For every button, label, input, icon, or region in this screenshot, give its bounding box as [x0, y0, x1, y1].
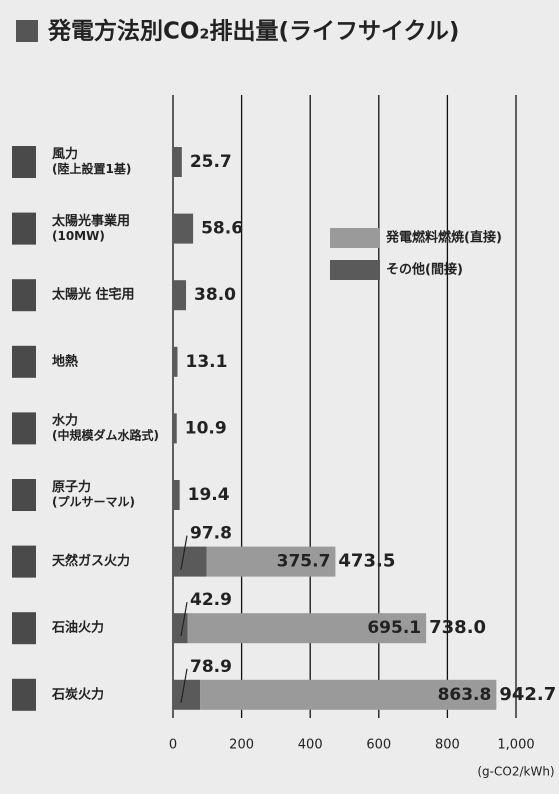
bar-segment: [206, 546, 336, 577]
x-tick-label: 0: [169, 738, 177, 753]
x-tick-label: 800: [435, 738, 460, 753]
legend-swatch: [330, 228, 380, 248]
legend-label: その他(間接): [386, 262, 463, 278]
value-label: 13.1: [185, 352, 227, 372]
y-tick-label: 風力(陸上設置1基): [52, 146, 131, 176]
category-icon: [12, 479, 36, 511]
x-tick-label: 200: [229, 738, 254, 753]
bar-segment: [173, 613, 188, 644]
y-tick-label: 太陽光 住宅用: [51, 287, 135, 303]
bar-segment: [173, 280, 187, 311]
y-tick-label: 太陽光事業用(10MW): [51, 212, 130, 242]
total-label: 738.0: [429, 617, 486, 638]
category-icon: [12, 345, 36, 378]
y-tick-label: 地熱: [52, 353, 78, 369]
total-label: 942.7: [499, 684, 556, 705]
category-icon: [12, 412, 36, 445]
value-label: 10.9: [185, 418, 227, 438]
category-icon: [12, 279, 36, 312]
y-tick-label: 水力(中規模ダム水路式): [52, 412, 159, 442]
category-icon: [12, 212, 36, 245]
label-leader: [180, 602, 188, 637]
value-label: 38.0: [194, 285, 236, 305]
legend-label: 発電燃料燃焼(直接): [385, 230, 502, 246]
category-icon: [12, 545, 36, 578]
y-tick-label: 天然ガス火力: [52, 553, 130, 569]
value-label: 25.7: [190, 152, 232, 172]
category-icon: [12, 678, 36, 711]
bar-segment: [187, 613, 427, 644]
title-marker: [16, 20, 38, 42]
bar-segment: [173, 147, 182, 177]
bar-segment: [173, 480, 180, 510]
bar-segment: [173, 213, 194, 244]
value-label: 375.7: [277, 552, 331, 572]
label-leader: [180, 535, 188, 570]
legend-swatch: [330, 260, 380, 280]
x-tick-label: 400: [298, 738, 323, 753]
bar-segment: [173, 546, 207, 577]
x-tick-label: 600: [366, 738, 391, 753]
bar-segment: [173, 346, 178, 377]
value-label: 42.9: [190, 590, 232, 610]
bar-segment: [200, 679, 497, 710]
chart-title: 発電方法別CO₂排出量(ライフサイクル): [47, 18, 459, 45]
value-label: 58.6: [201, 219, 243, 239]
bar-segment: [173, 413, 177, 444]
value-label: 19.4: [188, 485, 230, 505]
y-tick-label: 石炭火力: [51, 686, 104, 702]
total-label: 473.5: [338, 551, 395, 572]
bar-segment: [173, 679, 201, 710]
value-label: 97.8: [190, 524, 232, 544]
x-axis-label: (g-CO2/kWh): [477, 765, 554, 779]
value-label: 695.1: [367, 618, 421, 638]
label-leader: [180, 668, 188, 703]
y-tick-label: 原子力(プルサーマル): [52, 479, 135, 509]
y-tick-label: 石油火力: [51, 620, 104, 636]
value-label: 863.8: [438, 685, 492, 705]
category-icon: [12, 612, 36, 645]
category-icon: [12, 146, 36, 178]
x-tick-label: 1,000: [497, 738, 534, 753]
value-label: 78.9: [190, 657, 232, 677]
